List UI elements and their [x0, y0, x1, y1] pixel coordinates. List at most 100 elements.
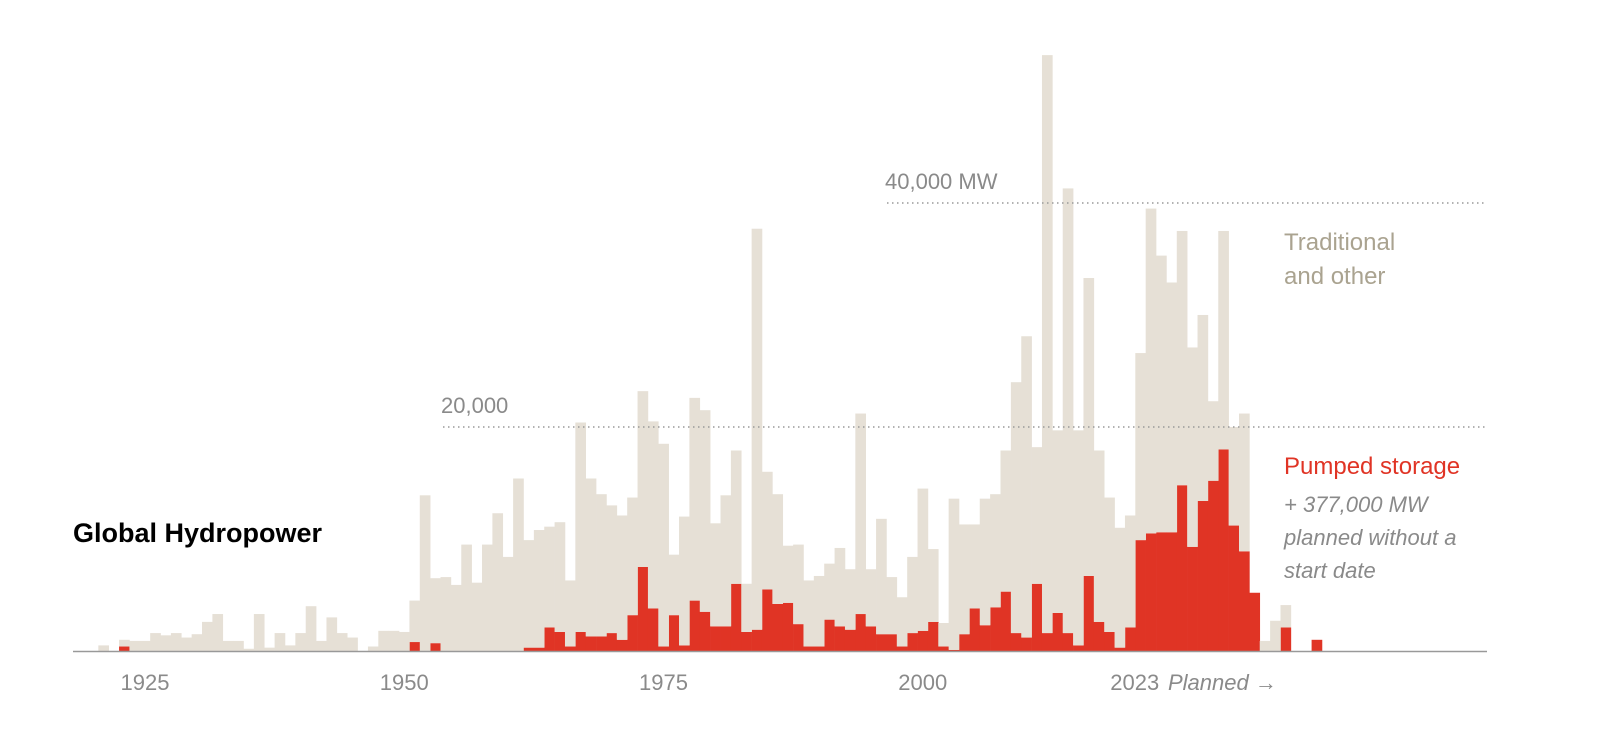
- x-tick-label: 1950: [380, 670, 429, 695]
- bar: [564, 580, 576, 647]
- bar: [813, 575, 825, 647]
- bar: [1280, 605, 1292, 628]
- bar: [730, 450, 742, 584]
- bar: [1218, 449, 1229, 651]
- bar: [326, 617, 338, 651]
- bar: [1135, 353, 1146, 541]
- bar: [1031, 447, 1043, 584]
- planned-annotation: Planned →: [1168, 670, 1277, 695]
- bar: [699, 611, 711, 651]
- bar: [492, 513, 504, 651]
- bar: [772, 494, 784, 604]
- bar: [647, 608, 659, 651]
- bar: [160, 635, 172, 651]
- bar: [1218, 230, 1229, 450]
- bar: [212, 614, 224, 651]
- legend-traditional: Traditional and other: [1284, 229, 1396, 290]
- x-tick-label: 1975: [639, 670, 688, 695]
- bar: [1239, 551, 1250, 651]
- x-tick-label: 2023: [1110, 670, 1159, 695]
- bar: [689, 397, 701, 601]
- bar: [1280, 627, 1292, 651]
- bar: [1166, 532, 1178, 651]
- bar: [1041, 55, 1053, 634]
- bar: [969, 608, 981, 651]
- bar: [523, 540, 535, 648]
- bar: [554, 522, 566, 632]
- bar: [1052, 612, 1064, 651]
- bar: [751, 228, 763, 630]
- bar: [1156, 255, 1167, 533]
- x-tick-label: 2000: [898, 670, 947, 695]
- bar: [741, 583, 752, 632]
- bar: [1104, 497, 1115, 632]
- bar: [616, 639, 628, 651]
- bar: [119, 646, 130, 651]
- bar: [544, 627, 555, 651]
- bar: [1062, 188, 1074, 634]
- bar: [990, 494, 1001, 608]
- bar: [1073, 430, 1084, 646]
- bar: [896, 597, 908, 647]
- bar: [1021, 637, 1032, 651]
- bar: [575, 422, 587, 632]
- bar: [803, 646, 815, 651]
- bar: [761, 471, 773, 590]
- bar: [834, 547, 846, 627]
- bar: [1093, 621, 1105, 651]
- bar: [1052, 430, 1064, 613]
- bar: [347, 637, 358, 651]
- bar: [1249, 592, 1261, 651]
- bar: [533, 530, 545, 648]
- bar: [1124, 515, 1136, 628]
- bar: [1239, 413, 1250, 552]
- bar: [1187, 546, 1198, 651]
- bar: [502, 556, 514, 651]
- bar: [1041, 633, 1053, 651]
- bar: [1197, 314, 1209, 501]
- bar: [668, 554, 680, 616]
- bar: [782, 545, 794, 603]
- bar: [264, 647, 275, 651]
- bar: [1259, 640, 1271, 651]
- bar: [482, 544, 493, 651]
- bar: [959, 634, 970, 651]
- bar: [1270, 620, 1281, 651]
- bar: [772, 603, 784, 651]
- bar: [979, 625, 991, 651]
- bar: [896, 646, 908, 651]
- bar: [1010, 382, 1022, 634]
- bar: [803, 580, 815, 647]
- bar: [440, 577, 452, 651]
- bar: [990, 607, 1001, 651]
- bar: [388, 630, 400, 651]
- bar: [865, 626, 877, 651]
- bar: [658, 443, 669, 647]
- bar: [907, 633, 918, 651]
- bar: [969, 524, 981, 609]
- bar: [253, 614, 265, 651]
- bar: [1073, 645, 1084, 651]
- bar: [233, 640, 244, 651]
- y-tick-label: 20,000: [441, 393, 508, 418]
- bar: [284, 645, 296, 651]
- bar: [907, 556, 918, 634]
- bar: [1135, 540, 1146, 651]
- bar: [824, 619, 835, 651]
- bar: [844, 629, 856, 651]
- bar: [1010, 633, 1022, 651]
- bar: [679, 516, 690, 646]
- bar: [1176, 485, 1188, 651]
- bar: [606, 505, 618, 634]
- bar: [450, 584, 462, 651]
- bar: [316, 640, 327, 651]
- bar: [1093, 450, 1105, 622]
- bar: [409, 642, 421, 651]
- bar: [948, 649, 960, 651]
- bar: [399, 631, 410, 651]
- bar: [1228, 525, 1240, 651]
- bar: [1311, 639, 1323, 651]
- bar: [564, 646, 576, 651]
- bar: [378, 630, 389, 651]
